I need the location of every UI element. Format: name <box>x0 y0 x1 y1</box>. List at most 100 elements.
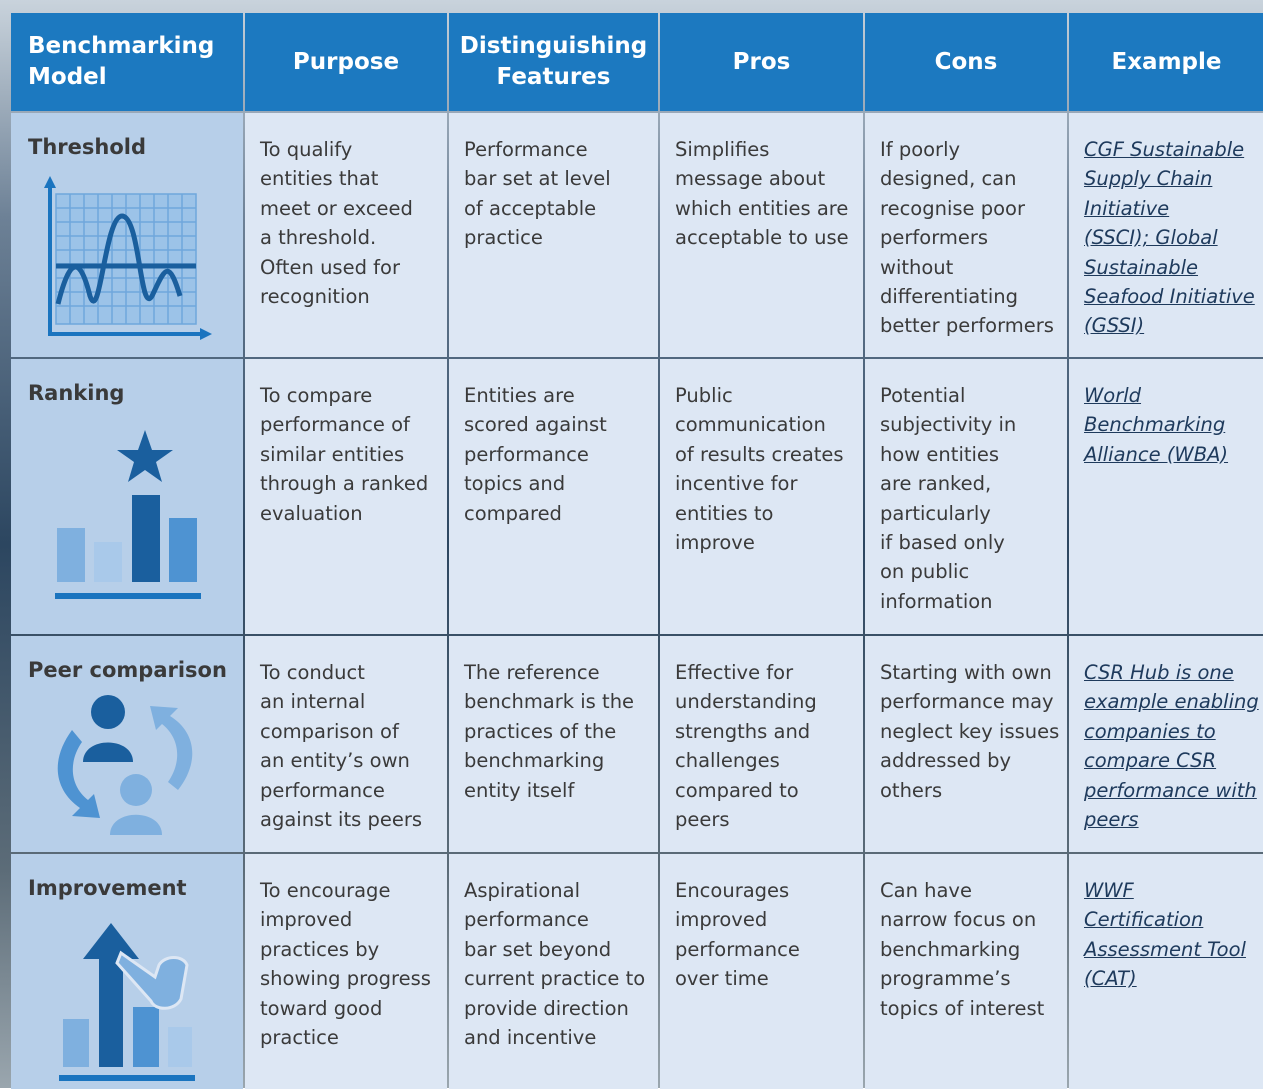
cell-line: of results creates <box>675 442 844 466</box>
cell-line: comparison of <box>260 719 399 743</box>
cell-line: which entities are <box>675 196 849 220</box>
example-link: example enabling <box>1084 690 1259 714</box>
cell-line: practices by <box>260 937 380 961</box>
header-text: Purpose <box>292 48 400 75</box>
cell-line: improved <box>675 908 768 932</box>
cell-text: To compare performance of similar entities… <box>245 359 447 634</box>
cell-line: To compare <box>260 384 373 407</box>
cell-line: practice <box>260 1026 339 1050</box>
model-name: Improvement <box>28 876 187 900</box>
cell-line: performance <box>464 442 589 466</box>
cell-line: message about <box>675 167 826 191</box>
cell-line: how entities <box>880 442 1000 466</box>
cell-line: of acceptable <box>464 196 597 220</box>
cell-line: improve <box>675 531 755 555</box>
cell-line: an entity’s own <box>260 749 410 773</box>
ranking-icon <box>55 430 201 599</box>
example-link: Sustainable <box>1084 255 1199 279</box>
cell-text: To conduct an internal comparison of an ent… <box>245 636 447 852</box>
cell-line: programme’s <box>880 967 1011 991</box>
cell-line: To qualify <box>260 138 353 161</box>
cell-line: bar set beyond <box>464 937 612 961</box>
cell-line: To encourage <box>260 879 391 902</box>
cell-line: performance may <box>880 690 1054 714</box>
cell-line: against its peers <box>260 808 423 832</box>
cell-text: Entities are scored against performance top… <box>449 359 658 634</box>
example-link: peers <box>1084 808 1139 832</box>
cell-text: Potential subjectivity in how entities are … <box>865 359 1067 634</box>
cell-line: Performance <box>464 138 588 161</box>
cell-line: through a ranked <box>260 472 429 496</box>
cell-line: better performers <box>880 314 1054 338</box>
header-cell: Purpose <box>245 13 447 111</box>
cell-line: Public <box>675 384 733 407</box>
cell-line: performers <box>880 226 989 250</box>
cell-text: Aspirational performance bar set beyond cur… <box>449 854 658 1089</box>
cell-line: current practice to <box>464 967 646 991</box>
cell-line: practice <box>464 226 543 250</box>
cell-text: Starting with own performance may neglect … <box>865 636 1067 852</box>
cell-line: meet or exceed <box>260 196 413 220</box>
cell-line: Aspirational <box>464 879 580 902</box>
cell-line: benchmark is the <box>464 690 635 714</box>
cell-line: without <box>880 255 954 279</box>
cell-line: addressed by <box>880 749 1012 773</box>
cell-line: provide direction <box>464 996 629 1020</box>
cell-line: recognise poor <box>880 196 1026 220</box>
improvement-icon <box>59 923 195 1081</box>
header-cell: Cons <box>865 13 1067 111</box>
example-link: performance with <box>1084 778 1257 802</box>
cell-line: entities to <box>675 501 774 525</box>
cell-text: If poorly designed, can recognise poor perf… <box>865 113 1067 357</box>
cell-line: narrow focus on <box>880 908 1037 932</box>
example-link: World <box>1084 384 1142 407</box>
example-link: Seafood Initiative <box>1084 285 1255 309</box>
cell-text: Public communication of results creates inc… <box>660 359 863 634</box>
model-name: Ranking <box>28 381 125 405</box>
header-cell: Pros <box>660 13 863 111</box>
cell-line: are ranked, <box>880 472 992 496</box>
cell-line: Starting with own <box>880 661 1052 684</box>
cell-text: Performance bar set at level of acceptable… <box>449 113 658 357</box>
threshold-icon <box>44 176 212 340</box>
cell-line: performance <box>464 908 589 932</box>
cell-text: To encourage improved practices by showing … <box>245 854 447 1089</box>
cell-line: and incentive <box>464 1026 597 1050</box>
cell-line: To conduct <box>260 661 365 684</box>
cell-line: entities that <box>260 167 379 191</box>
cell-line: incentive for <box>675 472 798 496</box>
cell-line: benchmarking <box>880 937 1021 961</box>
cell-line: understanding <box>675 690 817 714</box>
cell-line: differentiating <box>880 285 1018 309</box>
example-link: (GSSI) <box>1084 314 1145 338</box>
cell-line: topics and <box>464 472 566 496</box>
cell-text: Simplifies message about which entities ar… <box>660 113 863 357</box>
cell-line: practices of the <box>464 719 617 743</box>
cell-line: entity itself <box>464 778 575 802</box>
cell-line: a threshold. <box>260 226 377 250</box>
cell-line: The reference <box>464 661 600 684</box>
cell-text: To qualify entities that meet or exceed a t… <box>245 113 447 357</box>
example-link: companies to <box>1084 719 1216 743</box>
cell-line: toward good <box>260 996 383 1020</box>
cell-line: benchmarking <box>464 749 605 773</box>
header-text: Distinguishing <box>459 33 648 59</box>
cell-line: Entities are <box>464 384 575 407</box>
cell-line: if based only <box>880 531 1005 555</box>
example-link: WWF <box>1084 879 1134 902</box>
cell-line: peers <box>675 808 730 832</box>
cell-line: Simplifies <box>675 138 770 161</box>
cell-line: Often used for <box>260 255 400 279</box>
example-link: Assessment Tool <box>1084 937 1246 961</box>
header-text: Model <box>28 64 107 90</box>
cell-line: neglect key issues <box>880 719 1060 743</box>
example-cell: CGF Sustainable Supply Chain Initiative (SS… <box>1069 113 1263 357</box>
example-link: (SSCI); Global <box>1084 226 1218 250</box>
example-link: compare CSR <box>1084 749 1217 773</box>
cell-line: scored against <box>464 413 607 437</box>
cell-line: Effective for <box>675 661 794 684</box>
cell-line: Encourages <box>675 879 790 902</box>
cell-text: Can have narrow focus on benchmarking progr… <box>865 854 1067 1089</box>
example-cell: CSR Hub is one example enabling companies … <box>1069 636 1263 852</box>
cell-line: bar set at level <box>464 167 611 191</box>
